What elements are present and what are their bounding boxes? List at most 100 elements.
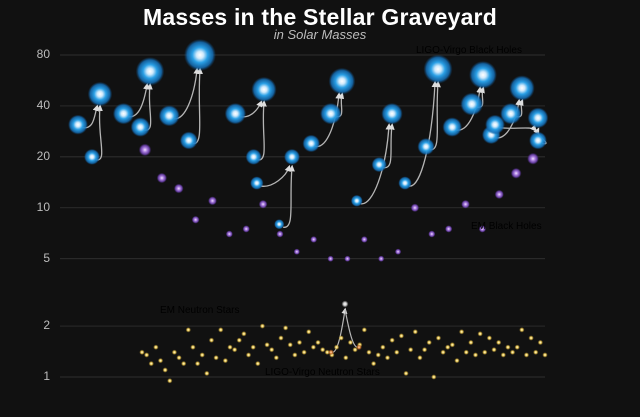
- em-neutron-star: [190, 344, 196, 350]
- em-neutron-star: [278, 335, 284, 341]
- em-neutron-star: [139, 349, 145, 355]
- em-neutron-star: [236, 337, 242, 343]
- em-neutron-star: [422, 347, 428, 353]
- ns-merger-arrow: [344, 309, 358, 348]
- em-black-hole: [293, 248, 300, 255]
- em-neutron-star: [463, 349, 469, 355]
- merger-arrow: [360, 123, 392, 205]
- em-neutron-star: [542, 352, 548, 358]
- em-black-hole: [510, 167, 522, 179]
- em-neutron-star: [533, 349, 539, 355]
- data-points: [68, 39, 549, 384]
- em-black-hole: [191, 215, 200, 224]
- em-neutron-star: [468, 339, 474, 345]
- em-neutron-star: [398, 333, 404, 339]
- ligo-black-hole: [485, 114, 505, 135]
- em-black-hole: [344, 255, 351, 262]
- ligo-neutron-star-remnant: [341, 300, 349, 308]
- ligo-black-hole: [371, 157, 387, 173]
- legend-ligo-black-holes: LIGO-Virgo Black Holes: [416, 45, 522, 56]
- em-neutron-star: [440, 349, 446, 355]
- em-black-hole: [461, 199, 470, 209]
- em-neutron-star: [473, 352, 479, 358]
- merger-arrow: [283, 164, 295, 228]
- em-neutron-star: [496, 339, 502, 345]
- em-neutron-star: [241, 331, 247, 337]
- legend-em-black-holes: EM Black Holes: [471, 221, 542, 232]
- em-black-hole: [394, 248, 402, 255]
- em-neutron-star: [269, 347, 275, 353]
- ligo-black-hole-remnant: [284, 148, 300, 165]
- em-neutron-star: [343, 355, 349, 361]
- em-black-hole: [258, 199, 268, 209]
- em-black-hole: [478, 225, 487, 233]
- em-neutron-star: [246, 352, 252, 358]
- ligo-black-hole: [274, 219, 285, 230]
- em-neutron-star: [431, 374, 437, 380]
- ligo-black-hole-remnant: [87, 81, 113, 107]
- em-neutron-star: [459, 329, 465, 335]
- ligo-black-hole-remnant: [184, 39, 216, 71]
- ligo-black-hole-remnant: [381, 102, 403, 125]
- em-black-hole: [444, 225, 453, 233]
- em-neutron-star: [227, 344, 233, 350]
- em-neutron-star: [528, 335, 534, 341]
- em-neutron-star: [148, 361, 154, 367]
- em-neutron-star: [449, 342, 455, 348]
- em-black-hole: [242, 225, 250, 233]
- em-neutron-star: [264, 342, 270, 348]
- em-neutron-star: [445, 344, 451, 350]
- em-neutron-star: [250, 344, 256, 350]
- em-black-hole: [410, 203, 420, 213]
- ns-merger-arrow: [332, 307, 348, 353]
- legend-em-neutron-stars: EM Neutron Stars: [160, 305, 240, 316]
- merger-arrow: [260, 164, 291, 187]
- em-neutron-star: [417, 355, 423, 361]
- ligo-black-hole: [398, 176, 412, 190]
- em-neutron-star: [310, 344, 316, 350]
- em-neutron-star: [403, 370, 409, 376]
- ligo-black-hole: [250, 176, 264, 190]
- legend-ligo-neutron-stars: LIGO-Virgo Neutron Stars: [265, 367, 380, 378]
- em-neutron-star: [144, 352, 150, 358]
- em-neutron-star: [352, 347, 358, 353]
- em-neutron-star: [482, 349, 488, 355]
- em-neutron-star: [167, 378, 173, 384]
- ligo-black-hole-remnant: [527, 107, 549, 129]
- em-neutron-star: [218, 327, 224, 333]
- ligo-black-hole: [68, 114, 88, 135]
- em-neutron-star: [283, 325, 289, 331]
- grid-lines: [60, 54, 545, 378]
- em-neutron-star: [315, 339, 321, 345]
- y-tick-label: 40: [36, 97, 50, 112]
- em-neutron-star: [301, 349, 307, 355]
- em-neutron-star: [306, 329, 312, 335]
- em-neutron-star: [255, 361, 261, 367]
- em-neutron-star: [347, 339, 353, 345]
- em-neutron-star: [324, 349, 330, 355]
- em-neutron-star: [273, 355, 279, 361]
- ligo-black-hole: [302, 134, 320, 153]
- em-black-hole: [327, 255, 334, 262]
- em-black-hole: [138, 143, 152, 157]
- em-black-hole: [173, 183, 184, 194]
- em-neutron-star: [334, 344, 340, 350]
- em-neutron-star: [181, 361, 187, 367]
- chart-title: Masses in the Stellar Graveyard: [143, 4, 497, 30]
- em-neutron-star: [523, 352, 529, 358]
- ligo-black-hole: [158, 105, 180, 127]
- ligo-black-hole-remnant: [423, 54, 453, 84]
- em-neutron-star: [510, 349, 516, 355]
- em-neutron-star: [208, 337, 214, 343]
- ligo-black-hole: [460, 92, 484, 116]
- em-neutron-star: [412, 329, 418, 335]
- y-tick-label: 5: [43, 250, 50, 265]
- ligo-black-hole: [224, 102, 247, 125]
- em-neutron-star: [408, 347, 414, 353]
- em-neutron-star: [222, 358, 228, 364]
- ligo-black-hole-remnant: [328, 67, 356, 95]
- ligo-black-hole: [529, 131, 547, 150]
- em-neutron-star: [176, 355, 182, 361]
- ligo-black-hole: [442, 117, 462, 137]
